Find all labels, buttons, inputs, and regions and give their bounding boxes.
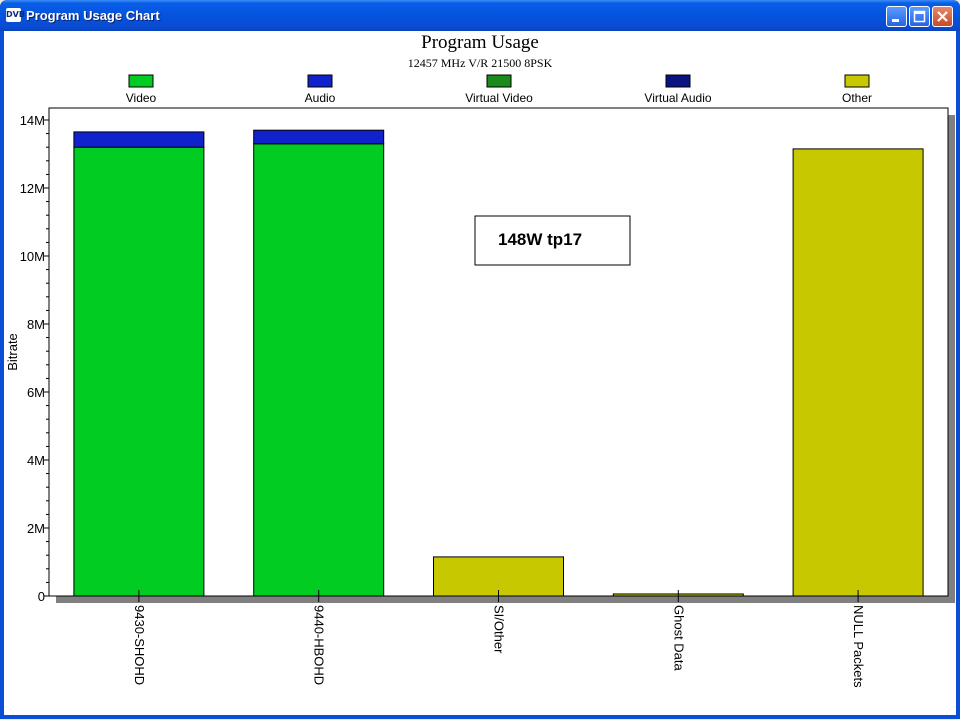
bar-0-0 <box>73 146 205 597</box>
y-tick-label-7: 14M <box>20 113 45 128</box>
minimize-button[interactable] <box>886 6 907 27</box>
plot-area: 0 2M 4M 6M 8M 10M 12M 14M Bitrate 9430-SHOHD 9440-… <box>5 107 955 688</box>
y-axis-label: Bitrate <box>5 333 20 371</box>
window-title: Program Usage Chart <box>26 8 160 23</box>
x-tick-label-1: 9440-HBOHD <box>312 605 327 685</box>
chart-area: Program Usage 12457 MHz V/R 21500 8PSK V… <box>4 31 956 715</box>
maximize-icon <box>913 10 926 23</box>
y-tick-label-6: 12M <box>20 181 45 196</box>
y-tick-label-3: 6M <box>27 385 45 400</box>
y-tick-label-5: 10M <box>20 249 45 264</box>
legend-label-3: Virtual Audio <box>644 91 711 105</box>
dvb-app-icon: DVB <box>6 8 25 22</box>
minimize-icon <box>892 19 899 22</box>
legend-swatch-2 <box>486 74 512 88</box>
legend-swatch-3 <box>665 74 691 88</box>
y-tick-label-4: 8M <box>27 317 45 332</box>
chart-title: Program Usage <box>421 32 539 53</box>
y-tick-label-2: 4M <box>27 453 45 468</box>
y-tick-label-0: 0 <box>38 589 45 604</box>
legend-swatch-1 <box>307 74 333 88</box>
x-tick-label-2: SI/Other <box>492 605 507 654</box>
x-tick-label-0: 9430-SHOHD <box>132 605 147 685</box>
annotation-box <box>474 215 631 266</box>
legend-label-2: Virtual Video <box>465 91 533 105</box>
legend-label-0: Video <box>126 91 157 105</box>
legend: Video Audio Virtual Video Virtual Audio Othe… <box>126 74 872 105</box>
legend-label-4: Other <box>842 91 872 105</box>
x-tick-label-4: NULL Packets <box>851 605 866 688</box>
close-button[interactable] <box>932 6 953 27</box>
bar-2-4 <box>433 556 564 597</box>
legend-swatch-0 <box>128 74 154 88</box>
bar-1-1 <box>253 129 385 145</box>
y-tick-label-1: 2M <box>27 521 45 536</box>
x-tick-label-3: Ghost Data <box>671 605 686 672</box>
program-usage-chart: Program Usage 12457 MHz V/R 21500 8PSK V… <box>5 32 955 688</box>
bar-1-0 <box>253 143 385 597</box>
annotation-text: 148W tp17 <box>498 230 582 249</box>
close-icon <box>937 11 948 22</box>
legend-label-1: Audio <box>305 91 336 105</box>
maximize-button[interactable] <box>909 6 930 27</box>
chart-subtitle: 12457 MHz V/R 21500 8PSK <box>408 56 553 70</box>
title-bar[interactable]: DVB Program Usage Chart <box>0 0 960 31</box>
legend-swatch-4 <box>844 74 870 88</box>
bar-4-4 <box>792 148 924 597</box>
bar-0-1 <box>73 131 205 148</box>
